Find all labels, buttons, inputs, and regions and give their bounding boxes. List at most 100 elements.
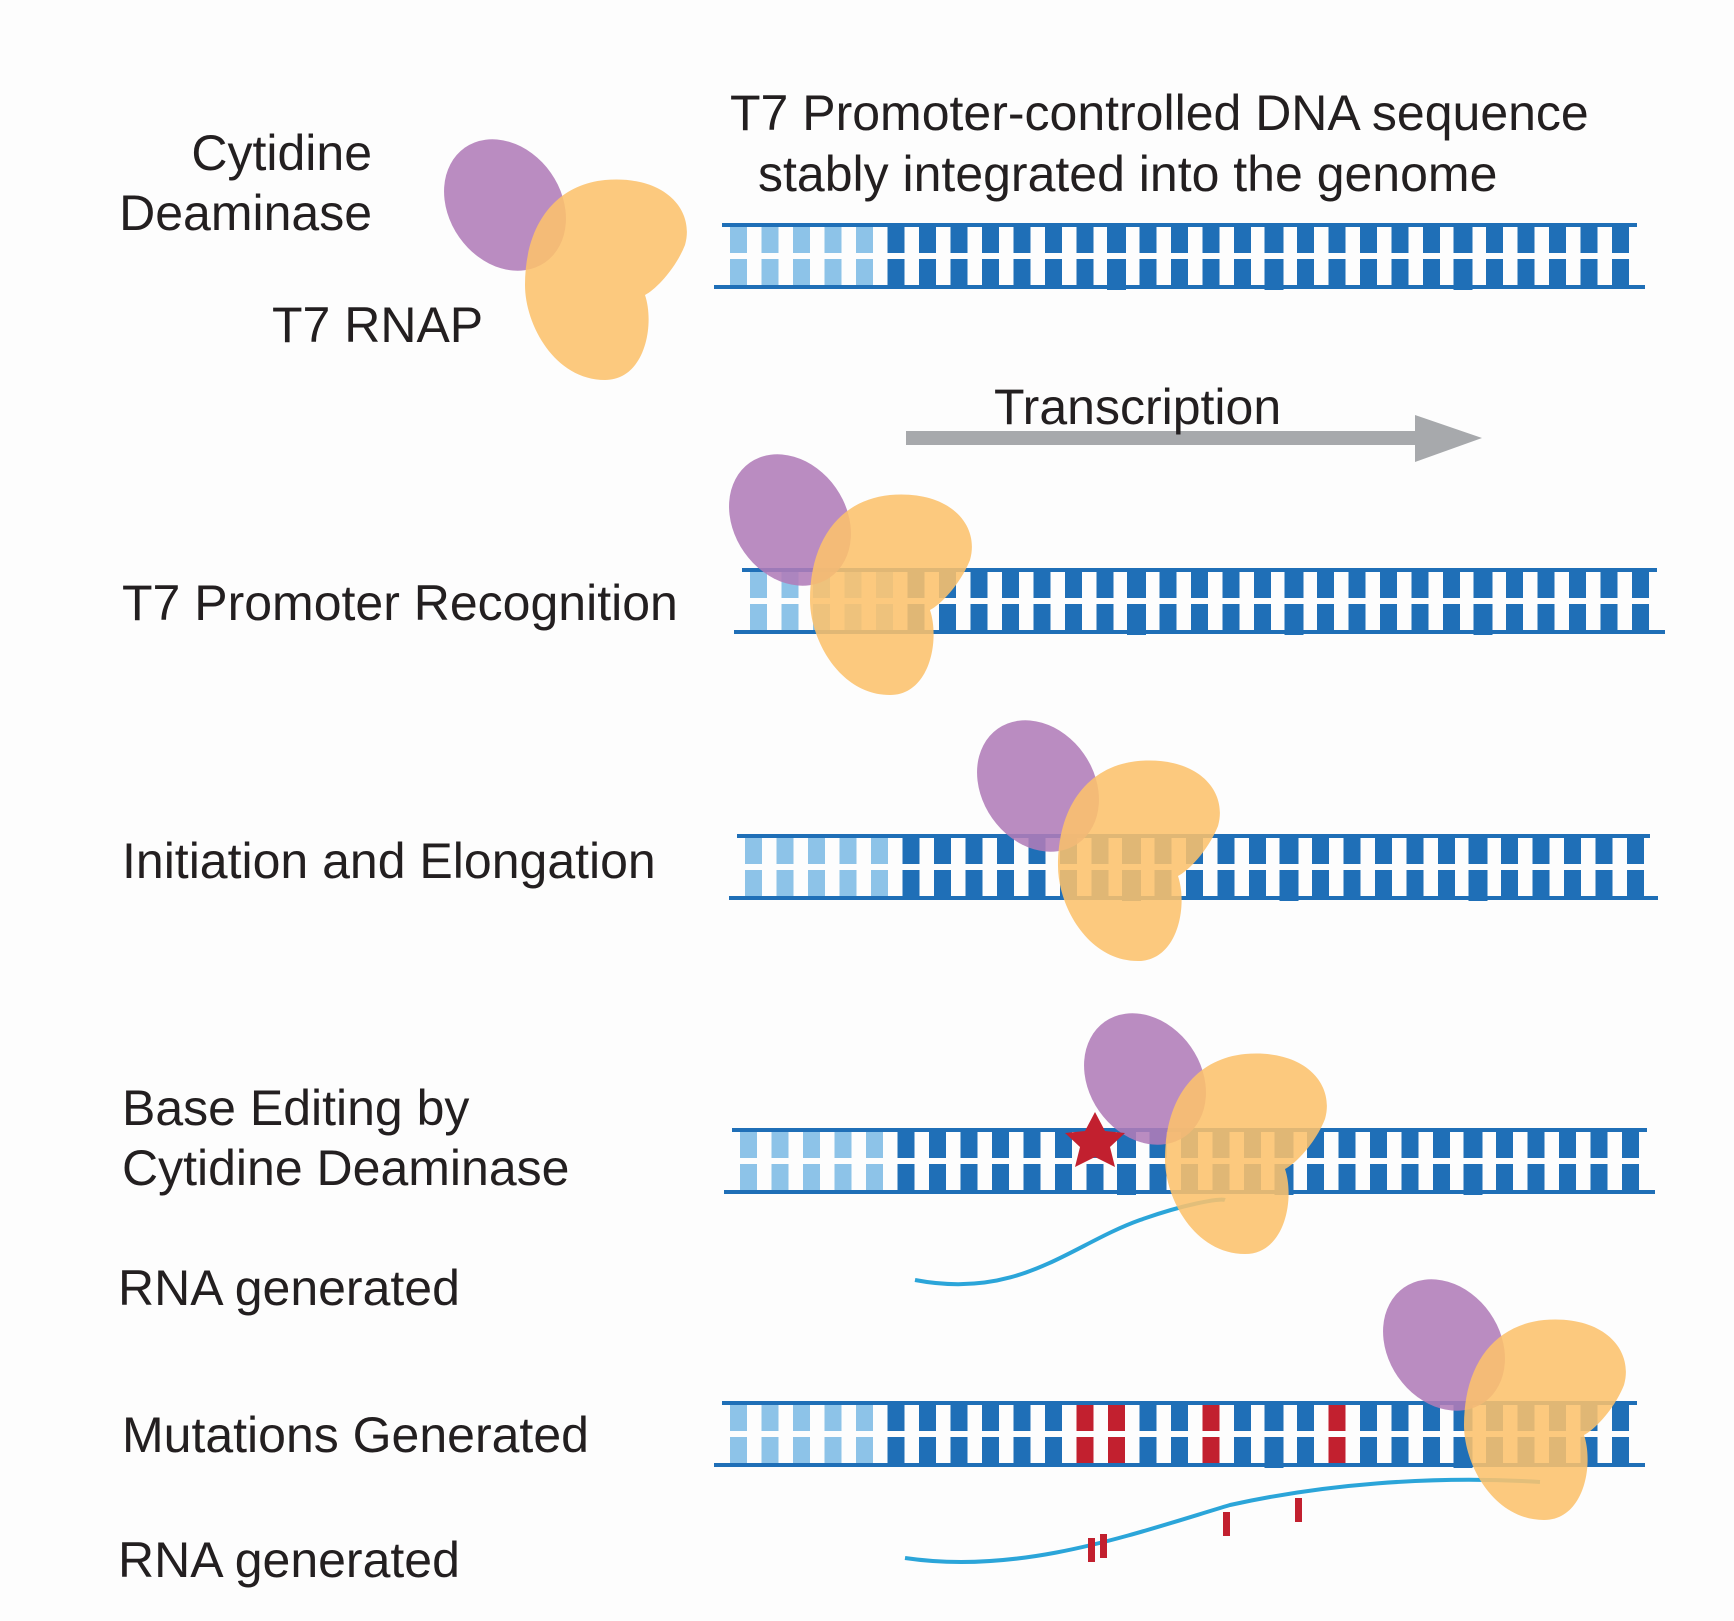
dna-base-pair-bottom: [1013, 1437, 1031, 1463]
dna-base-pair-bottom: [1249, 870, 1266, 896]
dna-base-pair-bottom: [1096, 604, 1114, 630]
dna-base-pair-bottom: [1559, 1164, 1576, 1190]
dna-base-pair-bottom: [1468, 870, 1488, 901]
dna-base-pair-top: [1191, 572, 1208, 598]
dna-base-pair-top: [1202, 1405, 1220, 1431]
dna-base-pair-top: [803, 1132, 820, 1158]
dna-base-pair-top: [1045, 227, 1062, 253]
dna-base-pair-bottom: [761, 259, 779, 285]
dna-base-pair-bottom: [1171, 259, 1188, 285]
dna-base-pair-bottom: [992, 1164, 1009, 1190]
enzyme-label-cytidine: Cytidine: [191, 125, 372, 181]
dna-base-pair-bottom: [1076, 259, 1094, 285]
dna-base-pair-top: [1370, 1132, 1387, 1158]
dna-base-pair-top: [897, 1132, 915, 1158]
dna-base-pair-top: [950, 227, 968, 253]
dna-base-pair-top: [1343, 838, 1361, 864]
dna-base-pair-bottom: [950, 1437, 968, 1463]
dna-base-pair-top: [793, 227, 810, 253]
dna-base-pair-bottom: [730, 259, 747, 285]
dna-base-pair-top: [730, 1405, 747, 1431]
dna-base-pair-bottom: [1590, 1164, 1608, 1190]
dna-base-pair-top: [1622, 1132, 1639, 1158]
dna-base-pair-bottom: [1045, 1437, 1062, 1463]
dna-base-pair-top: [1569, 572, 1586, 598]
dna-base-pair-bottom: [1527, 1164, 1545, 1190]
dna-base-pair-bottom: [1222, 604, 1240, 630]
dna-base-pair-bottom: [834, 1164, 852, 1190]
dna-base-pair-top: [834, 1132, 852, 1158]
header-line-1: T7 Promoter-controlled DNA sequence: [730, 85, 1589, 141]
dna-base-pair-bottom: [1202, 1437, 1220, 1463]
dna-base-pair-bottom: [1028, 870, 1046, 896]
dna-base-pair-top: [1443, 572, 1460, 598]
dna-base-pair-bottom: [982, 259, 999, 285]
dna-base-pair-bottom: [1443, 604, 1460, 630]
dna-base-pair-bottom: [1473, 604, 1493, 635]
dna-base-pair-bottom: [1433, 1164, 1450, 1190]
dna-base-pair-top: [1360, 227, 1377, 253]
dna-base-pair-top: [1171, 227, 1188, 253]
dna-base-pair-top: [1127, 572, 1146, 598]
dna-base-pair-top: [960, 1132, 978, 1158]
dna-base-pair-top: [824, 227, 842, 253]
dna-base-pair-top: [793, 1405, 810, 1431]
dna-base-pair-bottom: [1254, 604, 1271, 630]
dna-base-pair-top: [887, 227, 905, 253]
dna-base-pair-bottom: [1191, 604, 1208, 630]
dna-base-pair-bottom: [902, 870, 920, 896]
dna-base-pair-top: [997, 838, 1014, 864]
dna-base-pair-bottom: [1517, 259, 1535, 285]
dna-base-pair-bottom: [1139, 1437, 1157, 1463]
dna-base-pair-bottom: [1370, 1164, 1387, 1190]
dna-base-pair-bottom: [1159, 604, 1177, 630]
dna-base-pair-bottom: [887, 1437, 905, 1463]
dna-base-pair-bottom: [1401, 1164, 1419, 1190]
dna-base-pair-bottom: [1391, 1437, 1409, 1463]
step-label-base-editing-1: Base Editing by: [122, 1080, 469, 1136]
dna-base-pair-bottom: [1360, 1437, 1377, 1463]
dna-base-pair-top: [1401, 1132, 1419, 1158]
molecule-recognition-icon: [703, 430, 972, 695]
dna-base-pair-top: [982, 1405, 999, 1431]
dna-base-pair-bottom: [919, 1437, 936, 1463]
dna-base-pair-top: [1453, 227, 1473, 253]
dna-base-pair-bottom: [1217, 870, 1235, 896]
dna-base-pair-bottom: [982, 1437, 999, 1463]
dna-base-pair-top: [1360, 1405, 1377, 1431]
dna-base-pair-bottom: [1202, 259, 1220, 285]
dna-base-pair-top: [1055, 1132, 1072, 1158]
dna-base-pair-top: [1391, 227, 1409, 253]
dna-base-pair-top: [856, 227, 873, 253]
dna-base-pair-top: [1590, 1132, 1608, 1158]
dna-base-pair-top: [1108, 1405, 1125, 1431]
dna-base-pair-bottom: [1139, 259, 1157, 285]
dna-base-pair-bottom: [1234, 1437, 1251, 1463]
dna-base-pair-bottom: [1486, 259, 1503, 285]
dna-base-pair-top: [745, 838, 762, 864]
dna-base-pair-top: [1312, 838, 1329, 864]
dna-base-pair-bottom: [1264, 259, 1284, 290]
dna-base-pair-top: [1627, 838, 1644, 864]
dna-base-pair-top: [1033, 572, 1051, 598]
dna-base-pair-top: [950, 1405, 968, 1431]
dna-base-pair-bottom: [1496, 1164, 1513, 1190]
dna-base-pair-top: [824, 1405, 842, 1431]
dna-base-pair-top: [1580, 227, 1598, 253]
dna-base-pair-bottom: [1391, 259, 1409, 285]
dna-base-pair-top: [1139, 1405, 1157, 1431]
dna-base-pair-top: [982, 227, 999, 253]
dna-base-pair-bottom: [897, 1164, 915, 1190]
dna-base-pair-bottom: [1360, 259, 1377, 285]
dna-base-pair-top: [1279, 838, 1299, 864]
dna-base-pair-top: [1217, 838, 1235, 864]
dna-base-pair-bottom: [776, 870, 794, 896]
dna-base-pair-bottom: [793, 259, 810, 285]
dna-base-pair-top: [1297, 227, 1314, 253]
dna-base-pair-top: [1328, 1405, 1346, 1431]
dna-base-pair-top: [1406, 838, 1424, 864]
dna-base-pair-bottom: [1086, 1164, 1104, 1190]
dna-base-pair-top: [929, 1132, 946, 1158]
dna-base-pair-bottom: [1375, 870, 1392, 896]
